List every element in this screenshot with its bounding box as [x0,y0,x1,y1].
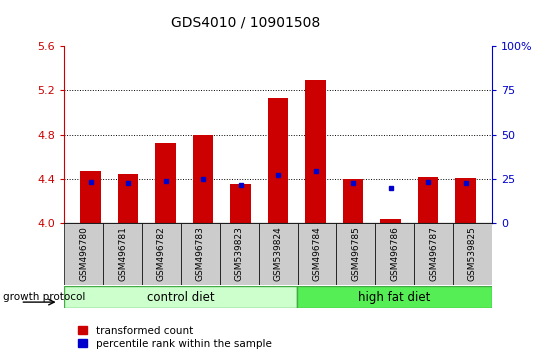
Bar [259,223,297,285]
Text: growth protocol: growth protocol [3,292,85,302]
Bar [453,223,492,285]
Bar [155,143,176,223]
Text: GSM496781: GSM496781 [118,226,127,281]
Text: GSM496786: GSM496786 [390,226,399,281]
Bar [181,223,220,285]
Bar [118,174,139,223]
Text: GSM496784: GSM496784 [312,226,321,281]
Legend: transformed count, percentile rank within the sample: transformed count, percentile rank withi… [78,326,272,349]
Bar [456,178,476,223]
Text: GDS4010 / 10901508: GDS4010 / 10901508 [172,16,320,30]
Text: control diet: control diet [147,291,215,303]
Bar [142,223,181,285]
Bar [337,223,375,285]
Text: GSM539825: GSM539825 [468,226,477,281]
Bar [230,184,251,223]
Bar [305,80,326,223]
Text: GSM496780: GSM496780 [79,226,88,281]
Bar [220,223,259,285]
Text: GSM496783: GSM496783 [196,226,205,281]
Bar [418,177,438,223]
Text: GSM539823: GSM539823 [235,226,244,281]
Bar [268,98,288,223]
Text: GSM496787: GSM496787 [429,226,438,281]
Text: high fat diet: high fat diet [358,291,430,303]
Bar [64,223,103,285]
Text: GSM496785: GSM496785 [352,226,361,281]
Bar [414,223,453,285]
Bar [375,223,414,285]
Bar [64,286,297,308]
Text: GSM539824: GSM539824 [273,226,283,281]
Bar [380,219,401,223]
Bar [297,286,492,308]
Bar [343,179,363,223]
Bar [80,171,101,223]
Text: GSM496782: GSM496782 [157,226,166,281]
Bar [193,135,214,223]
Bar [103,223,142,285]
Bar [297,223,337,285]
